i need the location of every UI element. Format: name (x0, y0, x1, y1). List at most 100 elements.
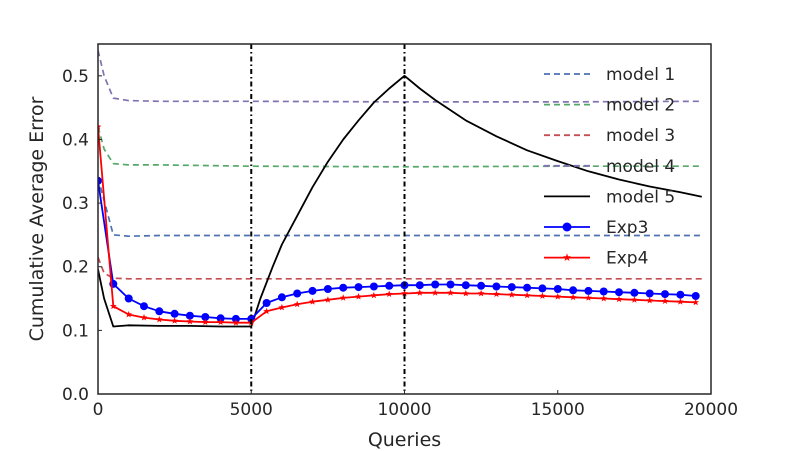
data-point-exp4 (217, 318, 224, 325)
data-point-exp3 (523, 283, 532, 292)
data-point-exp4 (676, 298, 684, 305)
data-point-exp4 (631, 296, 638, 303)
data-point-exp3 (354, 283, 363, 292)
series-line-model-3 (98, 256, 702, 280)
series-model-3 (98, 256, 702, 280)
vertical-marker-lines (250, 44, 406, 394)
data-point-exp4 (186, 317, 194, 325)
data-point-exp4 (401, 289, 408, 297)
data-point-exp4 (585, 294, 592, 301)
data-point-exp3 (216, 314, 225, 323)
series-model-5 (98, 74, 702, 328)
data-point-exp4 (385, 290, 393, 297)
series-model-1 (98, 177, 702, 238)
data-point-exp3 (124, 294, 133, 303)
data-point-exp3 (676, 290, 685, 299)
data-point-exp4 (370, 291, 378, 299)
data-point-exp3 (369, 282, 378, 291)
data-point-exp3 (584, 286, 593, 295)
data-point-exp4 (523, 291, 531, 299)
data-point-exp3 (599, 287, 608, 296)
data-point-exp4 (339, 294, 347, 301)
series-line-exp3 (98, 180, 696, 320)
data-point-exp3 (262, 299, 271, 307)
data-point-exp4 (462, 289, 470, 297)
data-point-exp3 (477, 281, 486, 290)
series-line-model-5 (98, 74, 702, 328)
data-point-exp4 (355, 293, 362, 300)
series-line-exp4 (98, 126, 696, 324)
data-point-exp3 (415, 281, 424, 290)
data-point-exp4 (692, 298, 700, 306)
legend-marker-exp4 (563, 253, 571, 261)
data-point-exp4 (98, 123, 102, 130)
legend-item-model-2: model 2 (544, 96, 675, 116)
data-point-exp4 (569, 293, 577, 301)
data-point-exp3 (569, 286, 578, 295)
y-tick-label: 0.0 (62, 385, 89, 405)
data-point-exp3 (446, 280, 455, 289)
legend-item-model-5: model 5 (544, 187, 675, 207)
data-point-exp4 (416, 289, 424, 296)
series-line-model-1 (98, 177, 702, 238)
data-point-exp3 (461, 281, 470, 290)
legend: model 1 model 2 model 3 model 4 model 5 Exp3 E… (544, 65, 675, 269)
data-point-exp4 (293, 300, 301, 308)
data-point-exp4 (263, 307, 270, 315)
data-point-exp3 (323, 285, 332, 293)
data-point-exp4 (431, 289, 439, 296)
data-point-exp4 (155, 315, 163, 323)
legend-label-exp4: Exp4 (606, 249, 648, 269)
data-point-exp4 (493, 290, 500, 297)
y-tick-label: 0.4 (62, 130, 89, 150)
data-point-exp3 (507, 283, 516, 292)
y-tick-label: 0.3 (62, 194, 89, 214)
data-point-exp3 (231, 314, 240, 323)
series-exp3 (98, 176, 700, 323)
data-point-exp3 (538, 284, 547, 293)
data-point-exp3 (645, 289, 654, 298)
y-tick-label: 0.5 (62, 67, 89, 87)
series-model-4 (98, 50, 702, 103)
data-point-exp3 (277, 293, 286, 302)
data-point-exp3 (691, 292, 700, 300)
x-tick-label: 0 (93, 400, 104, 420)
data-point-exp3 (492, 282, 501, 291)
legend-marker-exp3 (562, 222, 572, 232)
data-point-exp4 (309, 298, 316, 305)
x-axis-label: Queries (368, 429, 441, 451)
data-point-exp4 (646, 296, 654, 304)
data-point-exp3 (553, 285, 562, 293)
y-tick-label: 0.2 (62, 258, 89, 278)
legend-label-model-4: model 4 (606, 157, 675, 177)
data-point-exp3 (140, 302, 148, 311)
data-point-exp3 (155, 307, 164, 316)
legend-label-model-5: model 5 (606, 187, 675, 207)
data-point-exp3 (615, 288, 623, 297)
data-point-exp3 (339, 283, 348, 292)
data-point-exp4 (232, 319, 240, 326)
x-tick-label: 20000 (684, 400, 738, 420)
series-exp4 (98, 123, 700, 326)
x-tick-label: 10000 (377, 400, 431, 420)
series-model-2 (98, 126, 702, 168)
legend-item-exp3: Exp3 (544, 218, 648, 238)
x-tick-label: 5000 (230, 400, 273, 420)
data-point-exp3 (308, 286, 317, 295)
x-tick-label: 15000 (531, 400, 585, 420)
data-point-exp3 (385, 281, 394, 290)
data-point-exp4 (140, 314, 148, 321)
data-point-exp3 (431, 280, 440, 289)
data-point-exp4 (324, 296, 332, 303)
data-point-exp4 (125, 310, 133, 318)
data-point-exp3 (185, 311, 194, 320)
legend-label-exp3: Exp3 (606, 218, 648, 238)
data-point-exp4 (278, 303, 286, 311)
data-point-exp4 (554, 293, 562, 300)
data-point-exp4 (615, 295, 623, 303)
y-tick-label: 0.1 (62, 321, 89, 341)
legend-item-model-1: model 1 (544, 65, 675, 85)
data-point-exp4 (661, 297, 669, 304)
series-layer (98, 50, 702, 328)
data-point-exp3 (293, 289, 302, 298)
